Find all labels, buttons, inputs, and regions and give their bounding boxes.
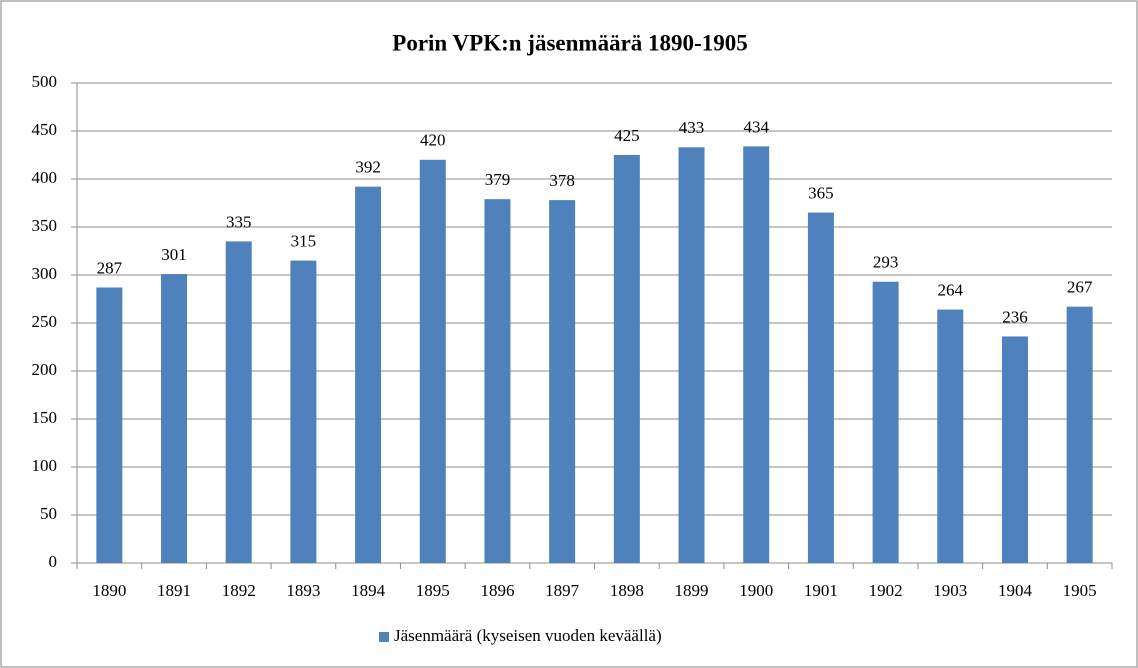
legend-label: Jäsenmäärä (kyseisen vuoden keväällä): [394, 626, 662, 645]
x-tick-label: 1903: [933, 581, 967, 600]
bar: [1001, 336, 1028, 563]
y-tick-label: 500: [32, 72, 58, 91]
y-tick-label: 350: [32, 216, 58, 235]
x-tick-label: 1895: [416, 581, 450, 600]
x-tick-label: 1901: [804, 581, 838, 600]
bar: [678, 147, 705, 563]
x-tick-label: 1896: [480, 581, 514, 600]
data-label: 293: [873, 253, 899, 272]
x-tick-label: 1891: [157, 581, 191, 600]
x-tick-label: 1893: [286, 581, 320, 600]
data-label: 434: [743, 117, 769, 136]
bar: [484, 199, 511, 563]
data-label: 378: [549, 171, 575, 190]
data-label: 365: [808, 184, 834, 203]
data-label: 236: [1002, 307, 1028, 326]
y-tick-label: 150: [32, 408, 58, 427]
y-tick-label: 200: [32, 360, 58, 379]
bar: [807, 212, 834, 563]
y-tick-label: 400: [32, 168, 58, 187]
data-label: 315: [291, 232, 317, 251]
chart-title: Porin VPK:n jäsenmäärä 1890-1905: [392, 30, 747, 55]
x-tick-label: 1898: [610, 581, 644, 600]
data-label: 335: [226, 212, 252, 231]
data-label: 264: [938, 280, 964, 299]
bar: [613, 155, 640, 563]
x-tick-label: 1892: [222, 581, 256, 600]
bar: [743, 146, 770, 564]
bar: [96, 287, 123, 563]
y-tick-label: 300: [32, 264, 58, 283]
bar: [1066, 306, 1093, 563]
data-label: 301: [161, 245, 187, 264]
bar: [419, 159, 446, 564]
data-label: 392: [355, 158, 381, 177]
legend-swatch: [379, 632, 389, 642]
bar: [937, 309, 964, 563]
data-label: 425: [614, 126, 640, 145]
bar: [290, 260, 317, 563]
x-tick-label: 1902: [869, 581, 903, 600]
data-label: 420: [420, 131, 446, 150]
x-tick-label: 1890: [92, 581, 126, 600]
data-label: 267: [1067, 278, 1093, 297]
data-label: 287: [97, 258, 123, 277]
y-tick-label: 100: [32, 456, 58, 475]
bar: [872, 281, 899, 563]
bar: [161, 274, 188, 563]
y-tick-label: 450: [32, 120, 58, 139]
x-tick-label: 1900: [739, 581, 773, 600]
bar: [549, 200, 576, 563]
y-tick-label: 50: [40, 504, 57, 523]
x-tick-label: 1905: [1063, 581, 1097, 600]
y-tick-label: 250: [32, 312, 58, 331]
x-tick-label: 1899: [675, 581, 709, 600]
x-tick-label: 1904: [998, 581, 1033, 600]
x-tick-label: 1897: [545, 581, 580, 600]
data-label: 379: [485, 170, 511, 189]
x-tick-label: 1894: [351, 581, 386, 600]
bar: [225, 241, 252, 563]
bar: [355, 186, 382, 563]
y-tick-label: 0: [49, 552, 58, 571]
data-label: 433: [679, 118, 705, 137]
